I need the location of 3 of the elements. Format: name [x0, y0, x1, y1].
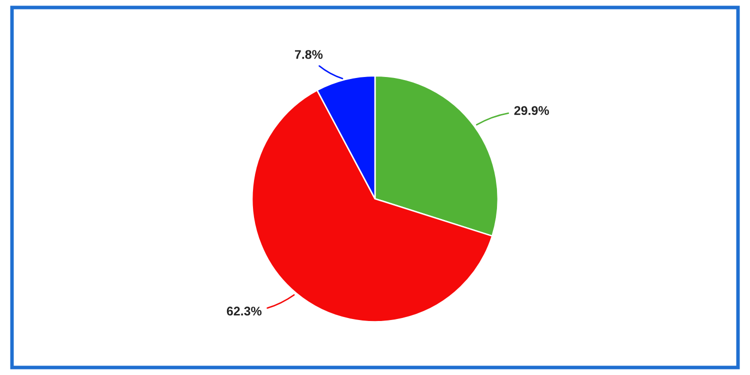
data-label: 29.9%: [514, 106, 549, 115]
data-label: 7.8%: [294, 50, 323, 59]
data-label: 62.3%: [226, 306, 262, 316]
